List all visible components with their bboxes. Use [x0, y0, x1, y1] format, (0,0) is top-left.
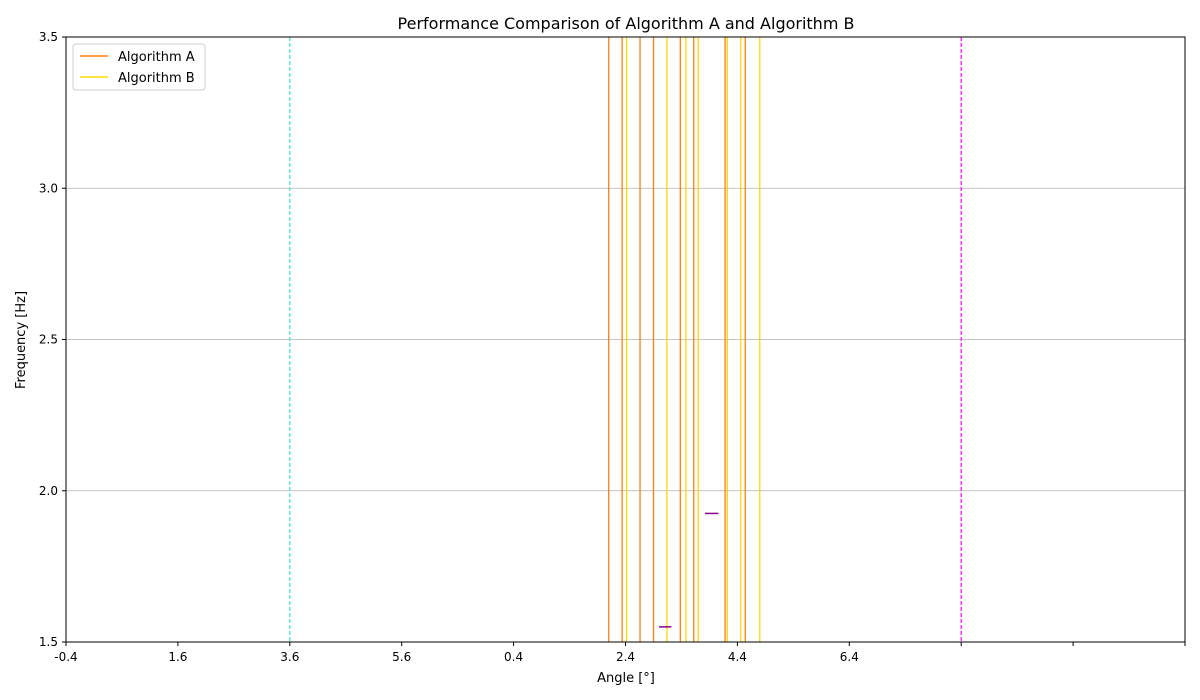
- marker-layer: [659, 512, 719, 628]
- x-tick-label: 2.4: [616, 650, 635, 664]
- x-axis-ticks: -0.4 1.6 3.6 5.6 0.4 2.4 4.4 6.4: [54, 642, 1186, 664]
- series-algorithm-a: [608, 37, 746, 642]
- x-tick-label: 5.6: [392, 650, 411, 664]
- y-axis-ticks: 1.5 2.0 2.5 3.0 3.5: [39, 30, 66, 649]
- x-tick-label: 3.6: [280, 650, 299, 664]
- y-tick-label: 1.5: [39, 635, 58, 649]
- y-tick-label: 2.0: [39, 484, 58, 498]
- y-tick-label: 3.5: [39, 30, 58, 44]
- x-tick-label: 0.4: [504, 650, 523, 664]
- x-tick-label: 1.6: [168, 650, 187, 664]
- y-axis-label: Frequency [Hz]: [14, 291, 29, 389]
- x-tick-label: -0.4: [54, 650, 77, 664]
- legend-label-algorithm-b: Algorithm B: [118, 71, 195, 86]
- chart-title: Performance Comparison of Algorithm A an…: [398, 14, 855, 33]
- legend-label-algorithm-a: Algorithm A: [118, 50, 195, 65]
- series-algorithm-b: [625, 37, 761, 642]
- x-axis-label: Angle [°]: [597, 671, 655, 686]
- reference-lines: [289, 37, 962, 642]
- series-layer: [608, 37, 761, 642]
- legend: Algorithm A Algorithm B: [72, 43, 206, 91]
- x-tick-label: 6.4: [840, 650, 859, 664]
- grid-layer: [66, 187, 1185, 492]
- x-tick-label: 4.4: [728, 650, 747, 664]
- y-tick-label: 2.5: [39, 333, 58, 347]
- y-tick-label: 3.0: [39, 181, 58, 195]
